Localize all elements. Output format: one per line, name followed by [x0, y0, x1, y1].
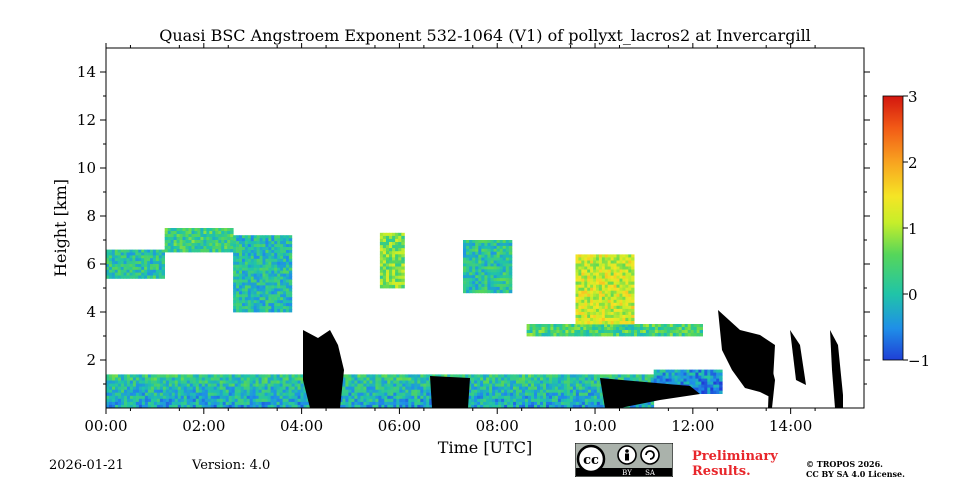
x-tick-label: 02:00	[182, 417, 225, 435]
cc-license-badge[interactable]: cc BY SA	[575, 443, 673, 477]
x-tick-label: 12:00	[671, 417, 714, 435]
version-label: Version: 4.0	[192, 458, 271, 473]
region-cirrus-0730	[463, 240, 513, 294]
cc-icon	[576, 444, 606, 474]
x-tick-label: 14:00	[769, 417, 812, 435]
x-tick-label: 08:00	[476, 417, 519, 435]
region-cirrus-06	[379, 232, 405, 289]
preliminary-line-1: Preliminary	[692, 449, 778, 464]
x-axis-label: Time [UTC]	[438, 438, 532, 457]
region-aerosol-layer	[164, 228, 234, 253]
missing-data	[303, 310, 843, 408]
y-tick-label: 12	[77, 111, 96, 129]
plot-area	[106, 228, 843, 408]
colorbar-tick-label: −1	[908, 352, 930, 370]
y-tick-label: 2	[86, 351, 96, 369]
region-morning-cloud	[106, 249, 165, 279]
y-tick-label: 8	[86, 207, 96, 225]
copyright-notice: © TROPOS 2026. CC BY SA 4.0 License.	[806, 459, 905, 479]
colorbar-tick-label: 2	[908, 154, 918, 172]
y-ticks: 2 4 6 8 10 12 14	[77, 63, 870, 385]
cc-by-text: BY	[622, 469, 632, 477]
x-tick-label: 10:00	[573, 417, 616, 435]
date-label: 2026-01-21	[49, 458, 124, 473]
x-ticks: 00:00 02:00 04:00 06:00 08:00 10:00 12:00 14:00	[84, 43, 816, 435]
colorbar-tick-label: 0	[908, 286, 918, 304]
x-tick-label: 00:00	[84, 417, 127, 435]
missing-data-1030	[600, 378, 700, 408]
chart-title: Quasi BSC Angstroem Exponent 532-1064 (V…	[159, 26, 811, 45]
colorbar	[882, 95, 904, 361]
preliminary-label: Preliminary Results.	[692, 449, 778, 479]
colorbar-tick-label: 3	[908, 88, 918, 106]
cc-logo-text: cc	[583, 453, 599, 468]
missing-data-0630	[430, 376, 470, 408]
colorbar-ticks: 3 2 1 0 −1	[903, 88, 930, 370]
cc-sa-text: SA	[645, 469, 656, 477]
copyright-line-1: © TROPOS 2026.	[806, 459, 883, 469]
missing-data-1430	[830, 330, 843, 408]
missing-data-0400	[303, 330, 344, 408]
y-axis-label: Height [km]	[51, 179, 70, 277]
missing-data-1345	[768, 360, 775, 408]
missing-data-1300	[718, 310, 775, 398]
preliminary-line-2: Results.	[692, 464, 751, 479]
region-aerosol-layer-2	[233, 235, 293, 313]
y-tick-label: 4	[86, 303, 96, 321]
sa-icon	[640, 445, 660, 465]
y-tick-label: 10	[77, 159, 96, 177]
y-tick-label: 6	[86, 255, 96, 273]
region-thin-layer-09	[526, 324, 703, 337]
region-layer-10	[575, 254, 635, 325]
plot-frame	[105, 47, 865, 409]
copyright-line-2: CC BY SA 4.0 License.	[806, 469, 905, 479]
x-tick-label: 04:00	[280, 417, 323, 435]
colorbar-tick-label: 1	[908, 220, 918, 238]
missing-data-1400	[790, 330, 806, 385]
region-boundary-layer	[106, 374, 655, 408]
y-tick-label: 14	[77, 63, 96, 81]
x-tick-label: 06:00	[378, 417, 421, 435]
